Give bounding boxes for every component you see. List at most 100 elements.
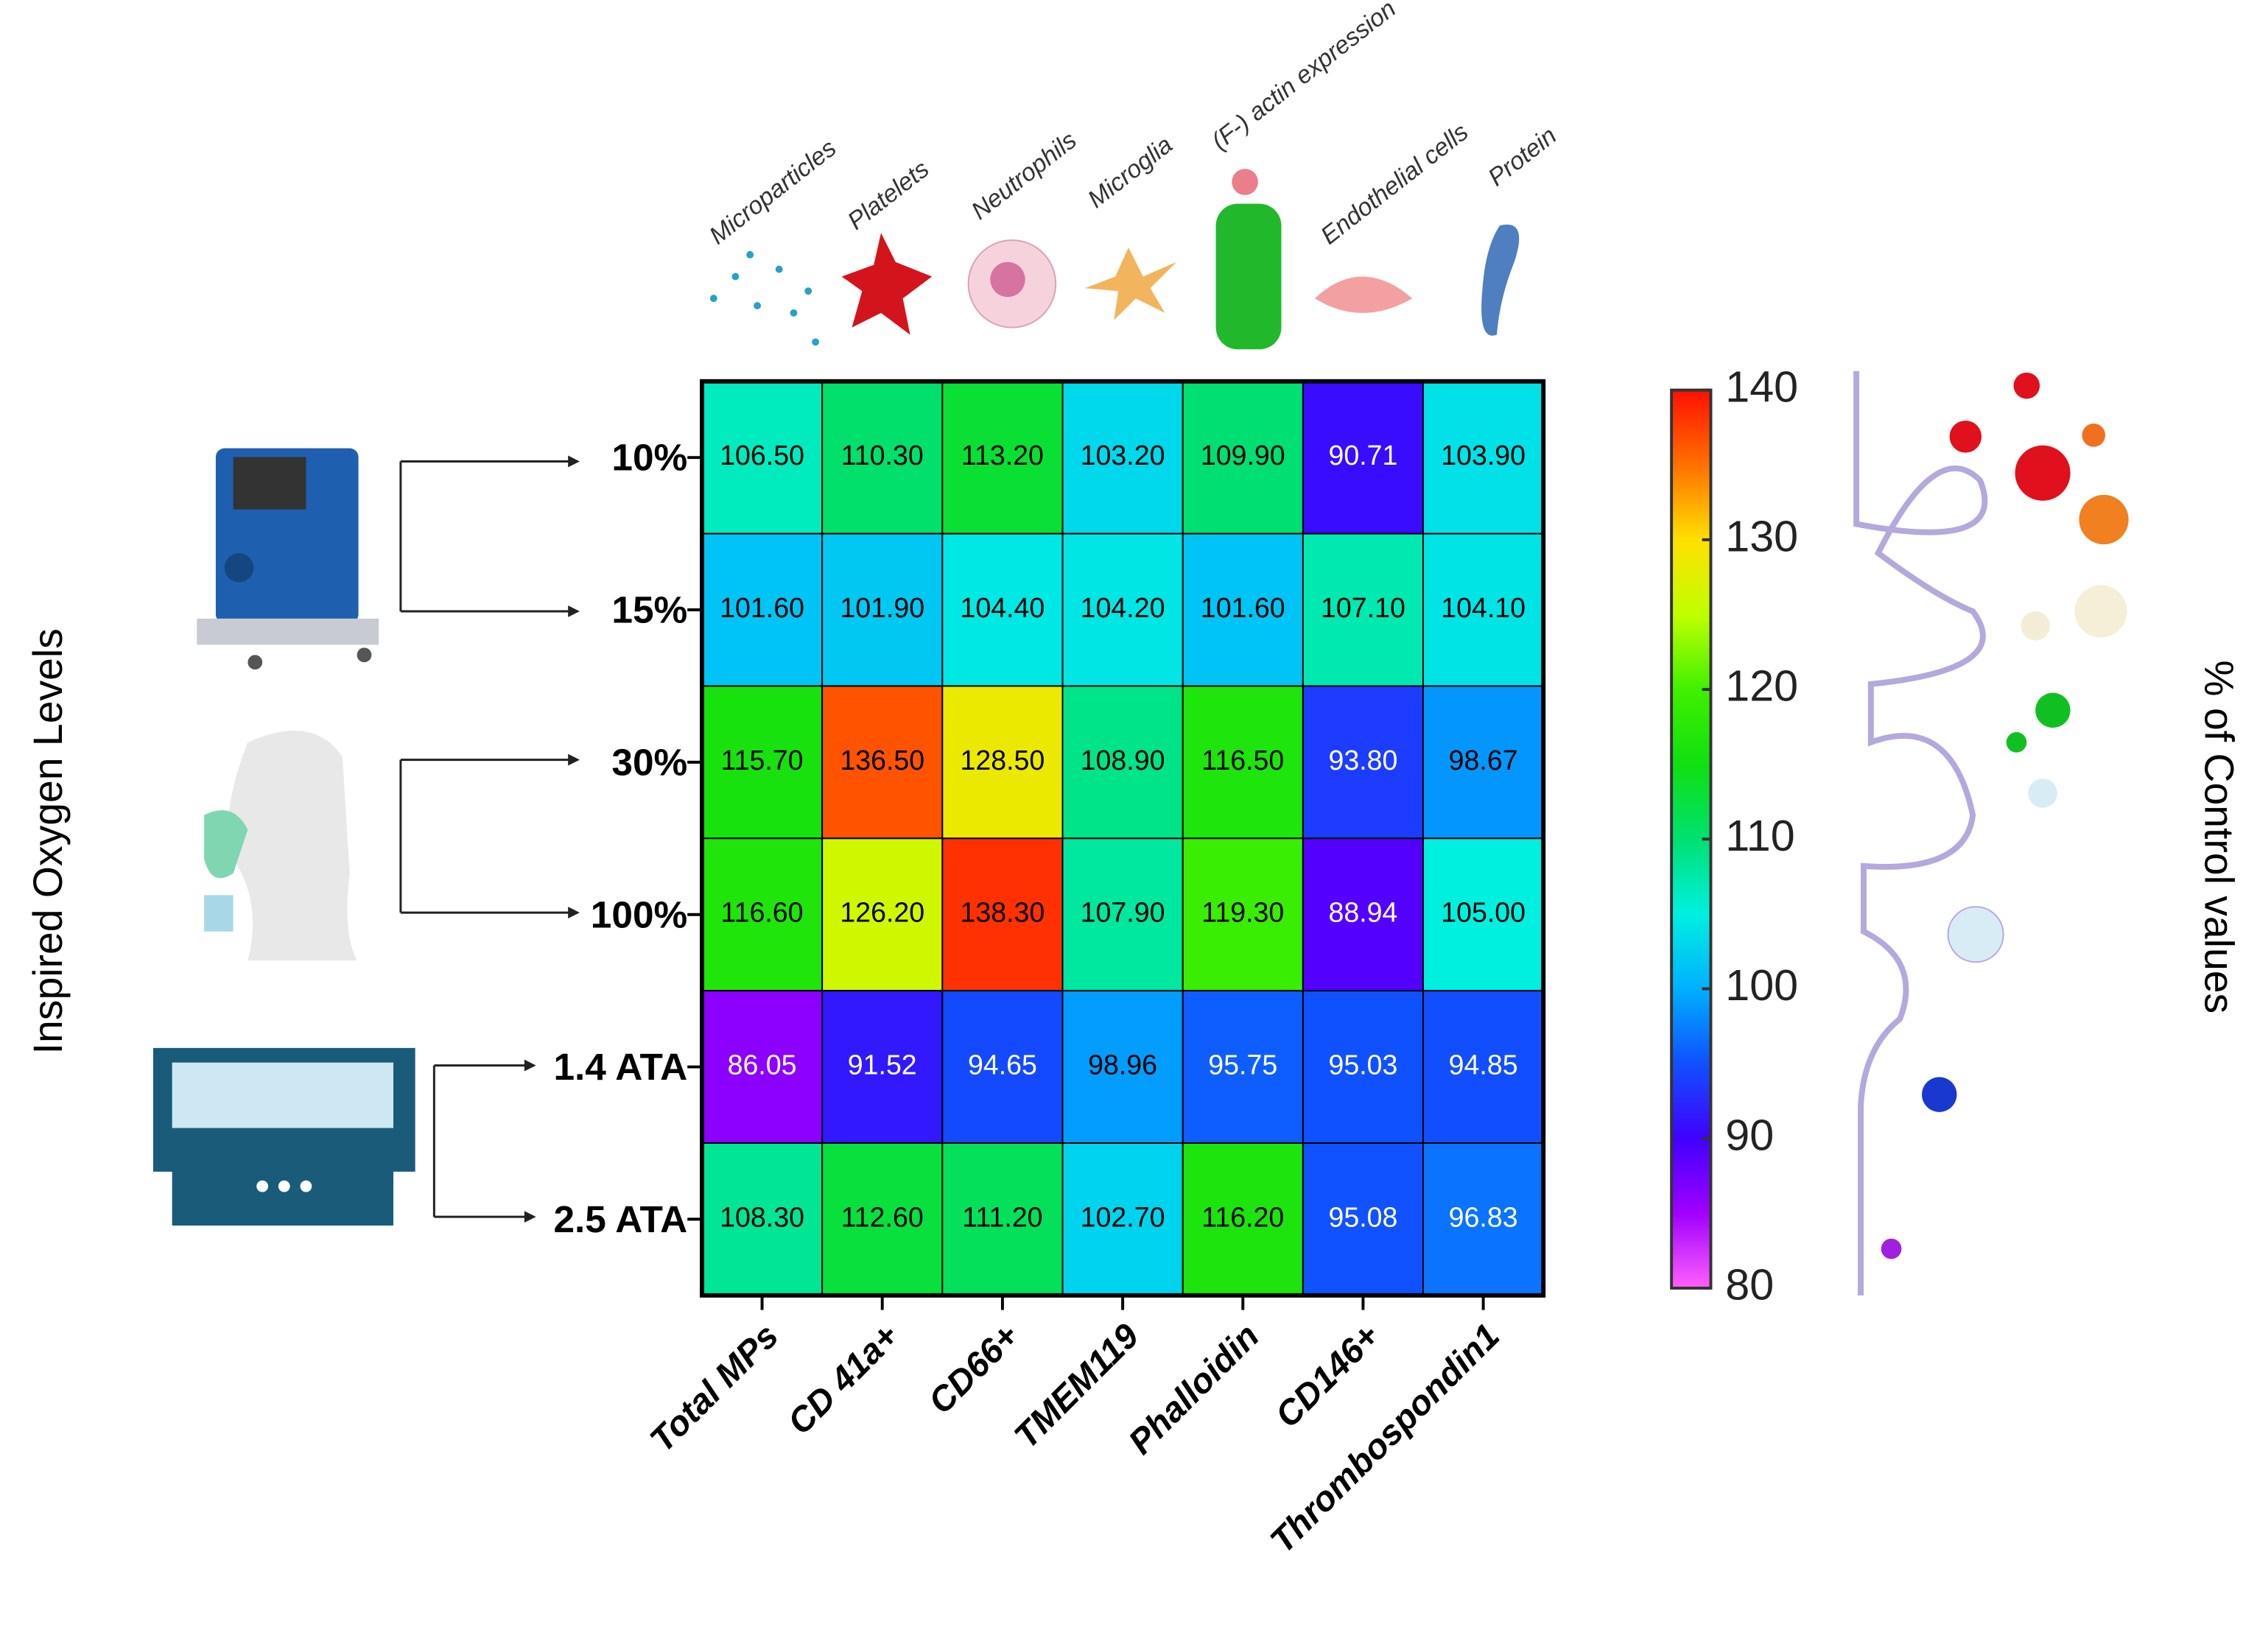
x-tick-label: CD146+	[1268, 1316, 1386, 1435]
x-tick-label: CD66+	[922, 1316, 1027, 1421]
y-axis-label: Inspired Oxygen Levels	[25, 628, 71, 1054]
heatmap-cell	[1302, 837, 1425, 992]
y-tick-label: 1.4 ATA	[553, 1045, 687, 1088]
cell-label: 107.10	[1321, 592, 1405, 623]
heatmap-cell	[1302, 990, 1425, 1144]
colorbar-tick-label: 130	[1725, 512, 1798, 561]
heatmap-cell	[701, 837, 824, 992]
heatmap-cell	[821, 837, 944, 992]
heatmap-cell	[701, 990, 824, 1144]
heatmap-cell	[941, 380, 1064, 535]
annotation: Microglia	[1083, 131, 1178, 214]
cell-label: 103.90	[1441, 440, 1526, 471]
cell-label: 107.90	[1081, 897, 1165, 928]
heatmap-cell	[1302, 1142, 1425, 1296]
cell-label: 94.85	[1449, 1049, 1518, 1080]
decor	[152, 169, 2129, 1296]
heatmap-cell	[941, 837, 1064, 992]
heatmap-cell	[821, 532, 944, 687]
y-tick-label: 30%	[611, 740, 687, 783]
x-tick-label: Thrombospondin1	[1263, 1316, 1507, 1561]
cell-label: 116.60	[721, 897, 804, 928]
cell-label: 110.30	[841, 440, 924, 471]
heatmap-cell	[1182, 990, 1304, 1144]
heatmap-cell	[1302, 532, 1425, 687]
cell-label: 104.40	[961, 592, 1045, 623]
cell-label: 128.50	[961, 745, 1045, 776]
annotation: Neutrophils	[966, 127, 1082, 225]
colorbar-label: % of Control values	[2197, 660, 2242, 1013]
annotation: Microparticles	[704, 135, 841, 250]
cell-label: 116.50	[1201, 745, 1284, 776]
heatmap-cell	[1061, 1142, 1184, 1296]
colorbar-tick-label: 90	[1725, 1110, 1774, 1159]
cell-label: 88.94	[1328, 897, 1397, 928]
cell-label: 104.10	[1441, 592, 1526, 623]
cell-label: 101.60	[1201, 592, 1285, 623]
cell-label: 108.90	[1081, 745, 1165, 776]
cell-label: 98.96	[1088, 1049, 1157, 1080]
heatmap-cell	[1422, 1142, 1545, 1296]
heatmap-cell	[821, 1142, 944, 1296]
cell-label: 96.83	[1449, 1201, 1518, 1232]
cell-label: 101.60	[720, 592, 804, 623]
heatmap-cell	[1061, 532, 1184, 687]
cell-label: 101.90	[840, 592, 924, 623]
annotation: Platelets	[843, 155, 934, 236]
cell-label: 109.90	[1201, 440, 1285, 471]
heatmap-cell	[1182, 685, 1304, 840]
heatmap-cell	[941, 990, 1064, 1144]
heatmap-cell	[1302, 685, 1425, 840]
heatmap-cell	[1061, 990, 1184, 1144]
cell-label: 98.67	[1449, 745, 1518, 776]
colorbar-tick-label: 120	[1725, 661, 1798, 711]
x-tick-label: CD 41a+	[780, 1316, 906, 1442]
cell-label: 90.71	[1328, 440, 1397, 471]
heatmap-cell	[1422, 990, 1545, 1144]
heatmap-cell	[821, 685, 944, 840]
cell-label: 86.05	[728, 1049, 797, 1080]
heatmap-cell	[1422, 380, 1545, 535]
cell-label: 138.30	[961, 897, 1045, 928]
cell-label: 104.20	[1081, 592, 1165, 623]
cell-label: 113.20	[961, 440, 1044, 471]
heatmap-cell	[941, 685, 1064, 840]
cell-label: 119.30	[1201, 897, 1284, 928]
cell-label: 108.30	[720, 1201, 804, 1232]
heatmap-cell	[821, 990, 944, 1144]
cell-label: 112.60	[841, 1201, 924, 1232]
x-tick-label: Phalloidin	[1121, 1316, 1267, 1462]
colorbar-tick-label: 140	[1725, 362, 1798, 411]
cell-label: 111.20	[962, 1201, 1042, 1232]
colorbar-tick-label: 100	[1725, 960, 1798, 1010]
heatmap-cell	[1182, 532, 1304, 687]
heatmap-cell	[1422, 837, 1545, 992]
cell-label: 106.50	[720, 440, 804, 471]
cell-label: 93.80	[1328, 745, 1397, 776]
heatmap-cell	[701, 1142, 824, 1296]
heatmap-cell	[1182, 1142, 1304, 1296]
colorbar-tick-label: 80	[1725, 1260, 1774, 1310]
cell-label: 102.70	[1081, 1201, 1165, 1232]
cell-label: 105.00	[1441, 897, 1526, 928]
heatmap-cell	[1182, 837, 1304, 992]
cell-label: 95.75	[1208, 1049, 1277, 1080]
cell-label: 116.20	[1201, 1201, 1284, 1232]
annotation: (F-) actin expression	[1207, 0, 1401, 155]
cell-label: 95.08	[1328, 1201, 1397, 1232]
cell-label: 126.20	[840, 897, 924, 928]
cell-label: 94.65	[968, 1049, 1037, 1080]
heatmap-cell	[1422, 685, 1545, 840]
heatmap-cell	[821, 380, 944, 535]
annotation: Endothelial cells	[1316, 119, 1473, 250]
y-tick-label: 15%	[611, 588, 687, 631]
y-tick-label: 10%	[611, 436, 687, 479]
cell-label: 103.20	[1081, 440, 1165, 471]
y-tick-label: 100%	[591, 893, 687, 935]
heatmap-cell	[941, 1142, 1064, 1296]
colorbar-tick-label: 110	[1725, 811, 1794, 860]
cell-label: 136.50	[840, 745, 924, 776]
annotation: Protein	[1484, 122, 1562, 192]
heatmap-cell	[701, 380, 824, 535]
